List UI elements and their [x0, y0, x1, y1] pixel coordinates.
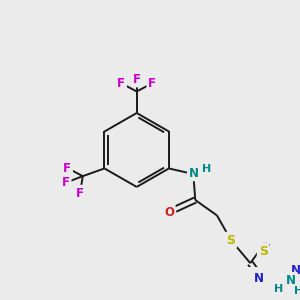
Text: S: S	[226, 233, 236, 247]
Text: H: H	[274, 284, 283, 294]
Text: F: F	[62, 176, 70, 189]
Text: O: O	[164, 206, 174, 219]
Text: F: F	[133, 73, 141, 85]
Text: F: F	[117, 77, 125, 90]
Text: S: S	[259, 244, 268, 258]
Text: N: N	[291, 264, 300, 277]
Text: N: N	[254, 272, 263, 285]
Text: H: H	[202, 164, 212, 174]
Text: N: N	[286, 274, 296, 287]
Text: F: F	[148, 77, 156, 90]
Text: N: N	[189, 167, 199, 180]
Text: F: F	[76, 187, 84, 200]
Text: F: F	[63, 162, 71, 175]
Text: H: H	[294, 286, 300, 296]
